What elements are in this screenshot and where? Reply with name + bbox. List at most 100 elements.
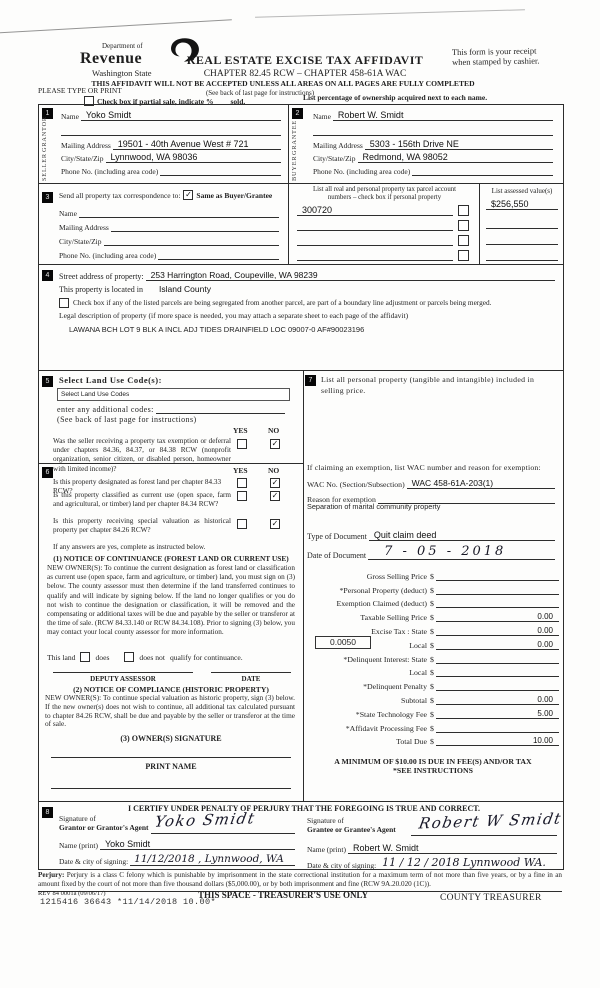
wac-field[interactable]: WAC 458-61A-203(1) bbox=[411, 478, 494, 488]
parcel-number-field[interactable]: 300720 bbox=[302, 205, 333, 215]
parcel-personal-checkbox[interactable] bbox=[458, 205, 469, 216]
parcel-number-field[interactable] bbox=[297, 250, 453, 261]
segregated-checkbox[interactable] bbox=[59, 298, 69, 308]
historic-no-checkbox[interactable]: ✓ bbox=[270, 519, 280, 529]
signature-of-label: Signature of bbox=[59, 814, 96, 823]
personal-property-deduct-field[interactable] bbox=[435, 593, 559, 595]
grantor-date-city-field[interactable]: 11/12/2018 , Lynnwood, WA bbox=[134, 853, 284, 865]
grantor-signature-block: Signature of Grantor or Grantor's Agent … bbox=[59, 809, 295, 866]
located-in-field[interactable]: Island County bbox=[158, 284, 211, 294]
street-address-field[interactable]: 253 Harrington Road, Coupeville, WA 9823… bbox=[150, 270, 318, 280]
affidavit-processing-fee-field[interactable] bbox=[435, 731, 559, 733]
seller-name-field[interactable]: Yoko Smidt bbox=[85, 110, 132, 120]
parcel-personal-checkbox[interactable] bbox=[458, 235, 469, 246]
seller-address-field[interactable]: 19501 - 40th Avenue West # 721 bbox=[117, 139, 249, 149]
dept-of-label: Department of bbox=[102, 42, 143, 50]
does-checkbox[interactable] bbox=[80, 652, 91, 662]
exemption-claimed-field[interactable] bbox=[435, 607, 559, 609]
this-land-label: This land bbox=[47, 652, 76, 662]
excise-tax-state-field[interactable]: 0.00 bbox=[435, 626, 559, 636]
does-label: does bbox=[95, 652, 110, 662]
subtotal-field[interactable]: 0.00 bbox=[435, 695, 559, 705]
personal-property-label: List all personal property (tangible and… bbox=[321, 375, 535, 395]
notice-compliance-title: (2) NOTICE OF COMPLIANCE (HISTORIC PROPE… bbox=[73, 685, 269, 694]
corr-address-label: Mailing Address bbox=[59, 223, 109, 232]
print-name-line[interactable] bbox=[51, 788, 291, 789]
partial-sale-label: Check box if partial sale, indicate % bbox=[97, 96, 214, 106]
grantee-print-name-field[interactable]: Robert W. Smidt bbox=[352, 843, 419, 853]
seller-name2-field[interactable] bbox=[61, 125, 281, 136]
corr-address-field[interactable] bbox=[110, 221, 279, 232]
parcel-personal-checkbox[interactable] bbox=[458, 250, 469, 261]
delinquent-interest-state-field[interactable] bbox=[435, 662, 559, 664]
county-treasurer-label: COUNTY TREASURER bbox=[440, 893, 542, 903]
forest-yes-checkbox[interactable] bbox=[237, 478, 247, 488]
current-use-no-checkbox[interactable]: ✓ bbox=[270, 491, 280, 501]
buyer-name2-field[interactable] bbox=[313, 125, 553, 136]
exemption-yes-checkbox[interactable] bbox=[237, 439, 247, 449]
current-use-yes-checkbox[interactable] bbox=[237, 491, 247, 501]
gross-selling-price-field[interactable] bbox=[435, 579, 559, 581]
grantee-date-city-field[interactable]: 11 / 12 / 2018 Lynnwood WA. bbox=[382, 856, 546, 869]
excise-tax-local-field[interactable]: 0.00 bbox=[435, 640, 559, 650]
assessed-value-field[interactable]: $256,550 bbox=[491, 199, 529, 209]
reason-value[interactable]: Separation of marital community property bbox=[307, 502, 441, 511]
buyer-address-field[interactable]: 5303 - 156th Drive NE bbox=[369, 139, 459, 149]
corr-citystatezip-field[interactable] bbox=[103, 235, 279, 246]
land-use-select[interactable]: Select Land Use Codes bbox=[57, 388, 290, 401]
section-number-2: 2 bbox=[292, 108, 303, 119]
owner-signature-line[interactable] bbox=[51, 757, 291, 758]
type-or-print-label: PLEASE TYPE OR PRINT bbox=[38, 86, 122, 95]
assessed-value-field[interactable] bbox=[486, 250, 558, 261]
historic-yes-checkbox[interactable] bbox=[237, 519, 247, 529]
total-due-field[interactable]: 10.00 bbox=[435, 736, 559, 747]
same-as-buyer-checkbox[interactable]: ✓ bbox=[183, 190, 194, 200]
deputy-assessor-line[interactable] bbox=[53, 672, 193, 673]
exemption-no-checkbox[interactable]: ✓ bbox=[270, 439, 280, 449]
buyer-citystatezip-field[interactable]: Redmond, WA 98052 bbox=[362, 152, 448, 162]
name-print-label: Name (print) bbox=[307, 845, 346, 854]
reason-field[interactable] bbox=[377, 493, 555, 504]
delinquent-interest-local-field[interactable] bbox=[435, 676, 559, 678]
buyer-phone-field[interactable] bbox=[412, 165, 553, 176]
form-subtitle: CHAPTER 82.45 RCW – CHAPTER 458-61A WAC bbox=[203, 69, 407, 79]
parcel-number-field[interactable] bbox=[297, 220, 453, 231]
section-number-4: 4 bbox=[42, 270, 53, 281]
state-technology-fee-field[interactable]: 5.00 bbox=[435, 709, 559, 719]
assessed-value-field[interactable] bbox=[486, 234, 558, 245]
corr-name-label: Name bbox=[59, 209, 77, 218]
additional-codes-field[interactable] bbox=[155, 403, 285, 414]
grantee-signature-line[interactable] bbox=[411, 835, 557, 836]
assessor-date-line[interactable] bbox=[211, 672, 291, 673]
section-number-8: 8 bbox=[42, 807, 53, 818]
wac-label: WAC No. (Section/Subsection) bbox=[307, 480, 405, 489]
seller-phone-field[interactable] bbox=[160, 165, 281, 176]
assessed-value-field[interactable] bbox=[486, 218, 558, 229]
legal-description-field[interactable]: LAWANA BCH LOT 9 BLK A INCL ADJ TIDES DR… bbox=[69, 325, 365, 334]
parcel-personal-checkbox[interactable] bbox=[458, 220, 469, 231]
document-date-field[interactable]: 7 - 05 - 2018 bbox=[384, 544, 507, 559]
scan-artifact-line bbox=[255, 9, 525, 18]
grantor-signature-line[interactable] bbox=[151, 833, 295, 834]
partial-sale-checkbox[interactable] bbox=[84, 96, 94, 106]
grantor-print-name-field[interactable]: Yoko Smidt bbox=[104, 839, 151, 849]
corr-phone-field[interactable] bbox=[158, 249, 279, 260]
seller-citystatezip-field[interactable]: Lynnwood, WA 98036 bbox=[110, 152, 198, 162]
corr-name-field[interactable] bbox=[78, 207, 279, 218]
local-rate-box: 0.0050 bbox=[315, 635, 371, 649]
no-header: NO bbox=[268, 466, 280, 475]
does-not-checkbox[interactable] bbox=[124, 652, 135, 662]
delinquent-penalty-field[interactable] bbox=[435, 690, 559, 692]
document-type-field[interactable]: Quit claim deed bbox=[373, 530, 437, 540]
taxable-selling-price-field[interactable]: 0.00 bbox=[435, 612, 559, 623]
dor-swirl-icon bbox=[168, 36, 202, 71]
grantee-signature-block: Signature of Grantee or Grantee's Agent … bbox=[307, 809, 563, 870]
parcel-number-field[interactable] bbox=[297, 235, 453, 246]
buyer-name-field[interactable]: Robert W. Smidt bbox=[337, 110, 404, 120]
see-instructions-note: *SEE INSTRUCTIONS bbox=[393, 766, 473, 775]
forest-no-checkbox[interactable]: ✓ bbox=[270, 478, 280, 488]
buyer-citystatezip-label: City/State/Zip bbox=[313, 154, 356, 163]
assessed-values-section: List assessed value(s) $256,550 bbox=[479, 184, 564, 265]
form-body: 1 SELLER GRANTOR Name Yoko Smidt Mailing … bbox=[38, 104, 564, 870]
buyer-name-label: Name bbox=[313, 112, 331, 121]
